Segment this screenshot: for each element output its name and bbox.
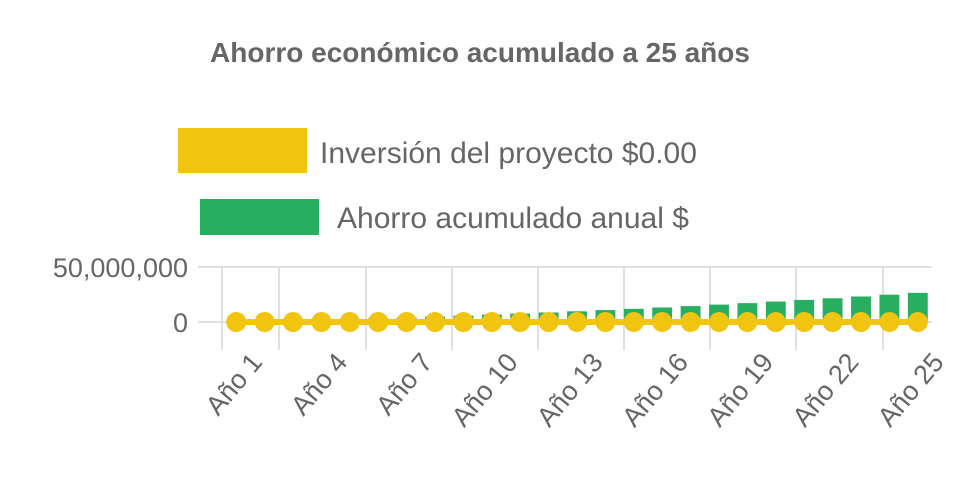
legend-swatch-investment[interactable]	[178, 128, 307, 173]
point-año-9	[453, 312, 474, 332]
point-año-16	[652, 312, 673, 332]
x-tick-label: Año 7	[370, 347, 438, 420]
point-año-3	[283, 312, 303, 332]
point-año-18	[709, 312, 729, 332]
point-año-10	[481, 312, 502, 332]
grid	[198, 266, 932, 350]
point-año-1	[226, 312, 247, 332]
x-tick-label: Año 1	[200, 347, 268, 420]
point-año-20	[765, 312, 786, 332]
x-tick-label: Año 22	[787, 347, 865, 432]
y-axis: 0 50,000,000	[53, 253, 188, 338]
point-año-5	[339, 312, 360, 332]
investment-line	[226, 312, 928, 332]
point-año-11	[510, 312, 531, 332]
x-tick-label: Año 10	[446, 347, 524, 432]
x-tick-label: Año 4	[285, 347, 353, 420]
point-año-22	[822, 312, 843, 332]
point-año-23	[851, 312, 871, 332]
y-tick-label: 50,000,000	[53, 253, 188, 283]
legend: Inversión del proyecto $0.00 Ahorro acum…	[178, 128, 697, 235]
point-año-24	[879, 312, 900, 332]
point-año-2	[254, 312, 275, 332]
point-año-21	[794, 312, 815, 332]
x-tick-label: Año 16	[616, 347, 694, 432]
point-año-8	[425, 312, 445, 332]
point-año-17	[680, 312, 701, 332]
point-año-25	[907, 312, 928, 332]
point-año-4	[311, 312, 332, 332]
x-axis: Año 1 Año 4 Año 7 Año 10 Año 13 Año 16 Año 19 A…	[200, 347, 950, 432]
point-año-15	[623, 312, 644, 332]
chart-title: Ahorro económico acumulado a 25 años	[210, 37, 750, 68]
legend-swatch-savings[interactable]	[200, 199, 319, 235]
x-tick-label: Año 13	[531, 347, 609, 432]
point-año-12	[538, 312, 559, 332]
point-año-14	[595, 312, 616, 332]
point-año-13	[567, 312, 587, 332]
legend-label-savings[interactable]: Ahorro acumulado anual $	[337, 202, 689, 235]
point-año-7	[396, 312, 417, 332]
point-año-6	[368, 312, 389, 332]
x-tick-label: Año 25	[872, 347, 950, 432]
legend-label-investment[interactable]: Inversión del proyecto $0.00	[320, 137, 697, 170]
point-año-19	[737, 312, 758, 332]
y-tick-label: 0	[173, 308, 188, 338]
x-tick-label: Año 19	[701, 347, 779, 432]
